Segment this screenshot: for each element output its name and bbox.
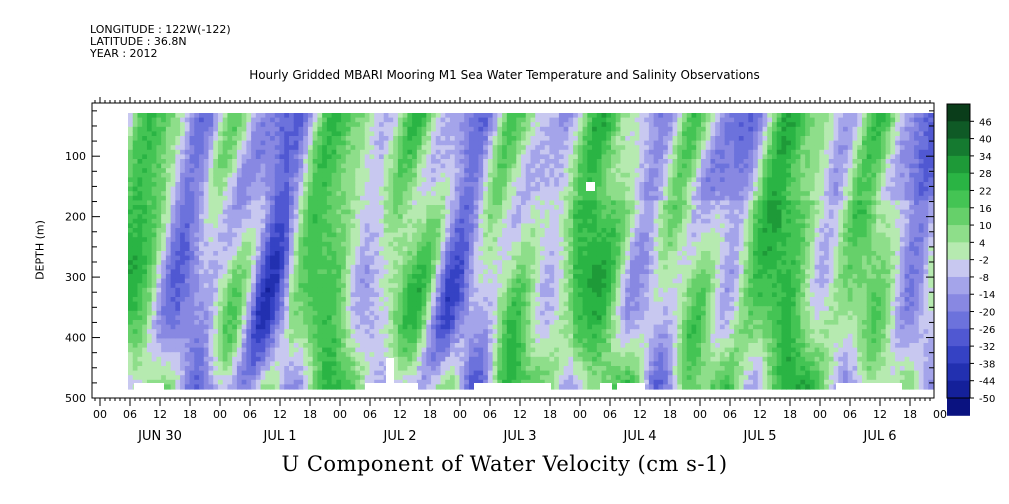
- y-axis-label: DEPTH (m): [33, 220, 47, 280]
- hour-tick-label: 06: [723, 408, 737, 421]
- hour-tick-label: 18: [663, 408, 677, 421]
- colorbar-label: 10: [979, 221, 992, 232]
- colorbar-label: 28: [979, 169, 992, 180]
- y-tick-label: 400: [65, 332, 86, 345]
- hour-tick-label: 12: [873, 408, 887, 421]
- colorbar-swatch: [947, 346, 970, 364]
- longitude-label: LONGITUDE : 122W(-122): [90, 23, 231, 36]
- colorbar-label: -50: [979, 394, 995, 405]
- hour-tick-label: 18: [303, 408, 317, 421]
- colorbar-frame: [946, 103, 971, 399]
- hour-tick-label: 00: [693, 408, 707, 421]
- hour-tick-label: 18: [903, 408, 917, 421]
- hour-tick-label: 18: [423, 408, 437, 421]
- missing-data-gap: [386, 358, 394, 388]
- chart-title: Hourly Gridded MBARI Mooring M1 Sea Wate…: [249, 68, 760, 82]
- colorbar-swatch: [947, 121, 970, 140]
- x-axis-label: U Component of Water Velocity (cm s-1): [281, 452, 728, 476]
- colorbar-label: 16: [979, 204, 992, 215]
- colorbar-label: 4: [979, 238, 985, 249]
- hour-tick-label: 18: [543, 408, 557, 421]
- day-label: JUN 30: [137, 429, 182, 444]
- colorbar-swatch: [947, 104, 970, 122]
- colorbar-label: 40: [979, 135, 992, 146]
- colorbar-swatch: [947, 242, 970, 261]
- hour-tick-label: 06: [123, 408, 137, 421]
- y-tick-label: 500: [65, 392, 86, 405]
- hour-tick-label: 12: [753, 408, 767, 421]
- hour-tick-label: 00: [333, 408, 347, 421]
- colorbar-swatch: [947, 294, 970, 313]
- colorbar-label: -44: [979, 377, 995, 388]
- hour-tick-label: 00: [213, 408, 227, 421]
- colorbar-label: -20: [979, 308, 995, 319]
- colorbar-swatch: [947, 155, 970, 174]
- colorbar-swatch: [947, 276, 970, 295]
- hour-tick-label: 18: [183, 408, 197, 421]
- missing-data-gap: [586, 182, 595, 191]
- y-tick-label: 100: [65, 150, 86, 163]
- colorbar-swatch: [947, 363, 970, 382]
- day-label: JUL 6: [863, 429, 897, 444]
- y-tick-label: 200: [65, 211, 86, 224]
- hour-tick-label: 00: [813, 408, 827, 421]
- hour-tick-label: 12: [633, 408, 647, 421]
- day-label: JUL 4: [623, 429, 657, 444]
- missing-data-gap: [474, 383, 551, 391]
- year-label: YEAR : 2012: [90, 47, 158, 60]
- missing-data-gap: [600, 383, 612, 391]
- colorbar-label: -26: [979, 325, 995, 336]
- hour-tick-label: 12: [393, 408, 407, 421]
- colorbar-swatch: [947, 380, 970, 399]
- colorbar-label: 46: [979, 117, 992, 128]
- hour-tick-label: 12: [153, 408, 167, 421]
- day-label: JUL 5: [743, 429, 777, 444]
- hour-tick-label: 06: [363, 408, 377, 421]
- colorbar-swatch: [947, 173, 970, 191]
- day-label: JUL 1: [263, 429, 297, 444]
- colorbar-label: -2: [979, 256, 989, 267]
- colorbar-label: -14: [979, 290, 995, 301]
- colorbar-swatch: [947, 138, 970, 157]
- hour-tick-label: 12: [273, 408, 287, 421]
- missing-data-gap: [617, 383, 645, 391]
- hour-tick-label: 06: [243, 408, 257, 421]
- colorbar-label: -8: [979, 273, 989, 284]
- colorbar-swatch: [947, 328, 970, 347]
- heatmap-field: [128, 113, 934, 390]
- colorbar-swatch: [947, 311, 970, 330]
- colorbar-swatch: [947, 398, 970, 416]
- hour-tick-label: 12: [513, 408, 527, 421]
- hour-tick-label: 00: [93, 408, 107, 421]
- missing-data-gap: [134, 383, 164, 391]
- colorbar-swatch: [947, 207, 970, 226]
- colorbar-swatch: [947, 259, 970, 278]
- colorbar-label: -38: [979, 359, 995, 370]
- missing-data-gap: [836, 383, 902, 391]
- colorbar-label: 34: [979, 152, 992, 163]
- colorbar-swatch: [947, 225, 970, 243]
- hour-tick-label: 00: [453, 408, 467, 421]
- colorbar-label: -32: [979, 342, 995, 353]
- day-label: JUL 3: [503, 429, 537, 444]
- plot-frame: [91, 102, 935, 399]
- hour-tick-label: 06: [843, 408, 857, 421]
- y-tick-label: 300: [65, 271, 86, 284]
- colorbar-label: 22: [979, 186, 992, 197]
- day-label: JUL 2: [383, 429, 417, 444]
- hour-tick-label: 06: [603, 408, 617, 421]
- colorbar-swatch: [947, 190, 970, 209]
- hour-tick-label: 18: [783, 408, 797, 421]
- hour-tick-label: 00: [573, 408, 587, 421]
- hour-tick-label: 06: [483, 408, 497, 421]
- latitude-label: LATITUDE : 36.8N: [90, 35, 187, 48]
- metadata-block: LONGITUDE : 122W(-122) LATITUDE : 36.8N YE…: [90, 24, 231, 60]
- hour-tick-label: 00: [933, 408, 947, 421]
